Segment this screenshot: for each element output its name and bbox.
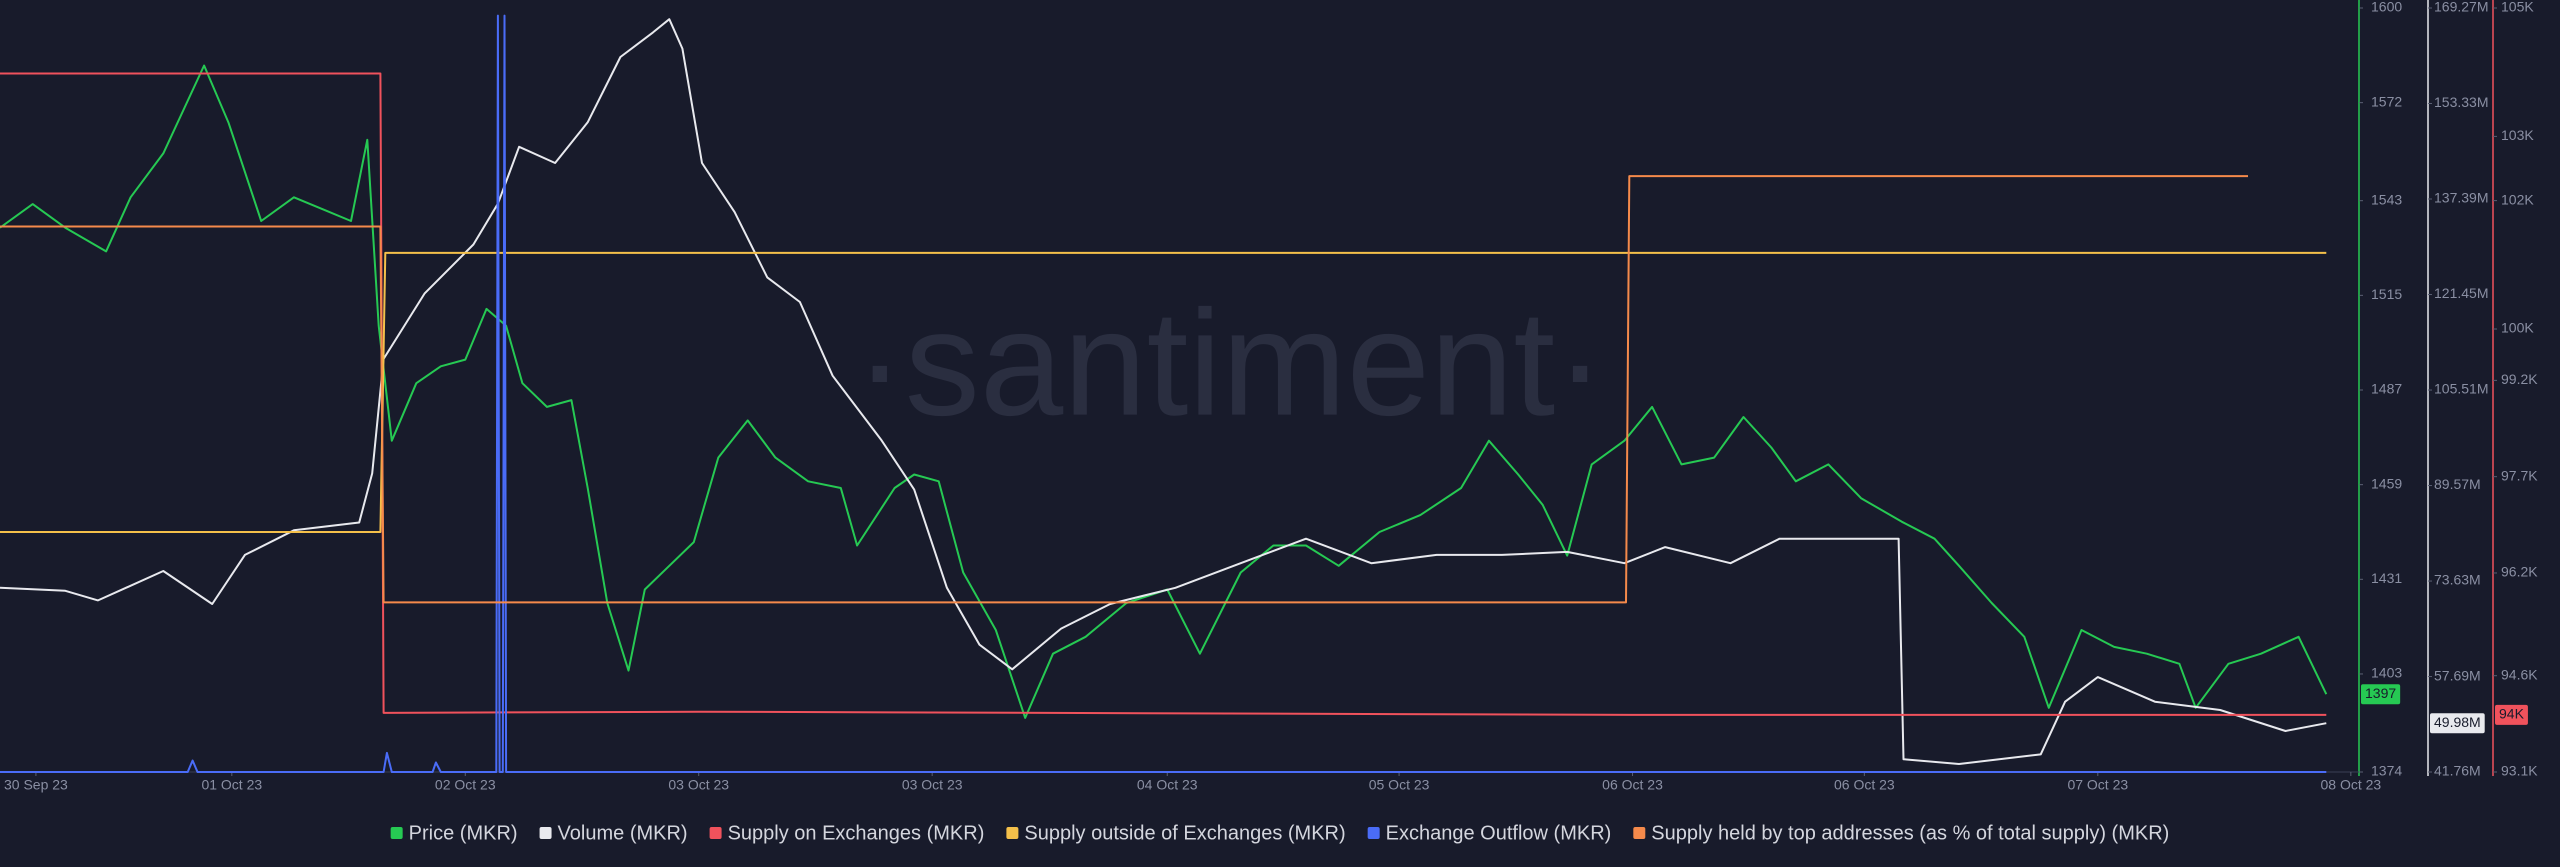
y-tick-label: 89.57M (2434, 476, 2481, 492)
y-tick-label: 57.69M (2434, 667, 2481, 683)
y-tick-label: 1515 (2371, 286, 2402, 302)
legend-label: Exchange Outflow (MKR) (1386, 822, 1612, 844)
y-tick-label: 73.63M (2434, 572, 2481, 588)
series-line (0, 175, 2248, 604)
value-tag (2430, 713, 2485, 734)
y-tick-label: 1403 (2371, 665, 2402, 681)
watermark: ·santiment· (855, 279, 1605, 447)
series-line (0, 14, 2327, 773)
y-tick-label: 94.6K (2501, 666, 2538, 682)
value-tag-label: 1397 (2365, 685, 2396, 701)
x-tick-label: 07 Oct 23 (2067, 777, 2128, 793)
x-tick-label: 06 Oct 23 (1834, 777, 1895, 793)
x-tick-label: 01 Oct 23 (201, 777, 262, 793)
y-tick-label: 103K (2501, 127, 2534, 143)
y-tick-label: 97.7K (2501, 467, 2538, 483)
x-tick-label: 03 Oct 23 (902, 777, 963, 793)
x-tick-label: 05 Oct 23 (1369, 777, 1430, 793)
x-tick-label: 08 Oct 23 (2320, 777, 2381, 793)
y-tick-label: 1543 (2371, 191, 2402, 207)
y-tick-label: 41.76M (2434, 763, 2481, 779)
x-tick-label: 04 Oct 23 (1137, 777, 1198, 793)
legend-swatch (709, 827, 722, 839)
legend-swatch (390, 827, 403, 839)
series-line (0, 251, 2327, 533)
value-tag (2361, 684, 2401, 705)
legend-label: Price (MKR) (409, 822, 518, 844)
legend-label: Supply held by top addresses (as % of to… (1651, 822, 2169, 844)
y-tick-label: 153.33M (2434, 94, 2488, 110)
legend-label: Supply on Exchanges (MKR) (728, 822, 985, 844)
series-line (0, 72, 2327, 716)
y-tick-label: 1487 (2371, 381, 2402, 397)
legend-swatch (1633, 827, 1646, 839)
y-tick-label: 1600 (2371, 0, 2402, 15)
value-tag-label: 49.98M (2434, 714, 2481, 730)
legend-swatch (1006, 827, 1019, 839)
y-tick-label: 96.2K (2501, 564, 2538, 580)
y-tick-label: 137.39M (2434, 190, 2488, 206)
y-tick-label: 1431 (2371, 570, 2402, 586)
y-tick-label: 121.45M (2434, 285, 2488, 301)
legend-label: Supply outside of Exchanges (MKR) (1024, 822, 1345, 844)
y-tick-label: 1572 (2371, 93, 2402, 109)
y-tick-label: 102K (2501, 191, 2534, 207)
legend-swatch (539, 827, 552, 839)
y-tick-label: 100K (2501, 320, 2534, 336)
y-tick-label: 105.51M (2434, 381, 2488, 397)
series-line (0, 64, 2328, 719)
y-tick-label: 1374 (2371, 763, 2402, 779)
legend-label: Volume (MKR) (558, 822, 688, 844)
y-tick-label: 169.27M (2434, 0, 2488, 15)
y-tick-label: 105K (2501, 0, 2534, 15)
y-tick-label: 1459 (2371, 475, 2402, 491)
x-tick-label: 30 Sep 23 (4, 777, 68, 793)
value-tag (2495, 704, 2528, 725)
y-tick-label: 99.2K (2501, 371, 2538, 387)
y-tick-label: 93.1K (2501, 763, 2538, 779)
x-tick-label: 06 Oct 23 (1602, 777, 1663, 793)
x-tick-label: 03 Oct 23 (668, 777, 729, 793)
legend-swatch (1367, 827, 1380, 839)
value-tag-label: 94K (2499, 706, 2525, 722)
x-tick-label: 02 Oct 23 (435, 777, 496, 793)
